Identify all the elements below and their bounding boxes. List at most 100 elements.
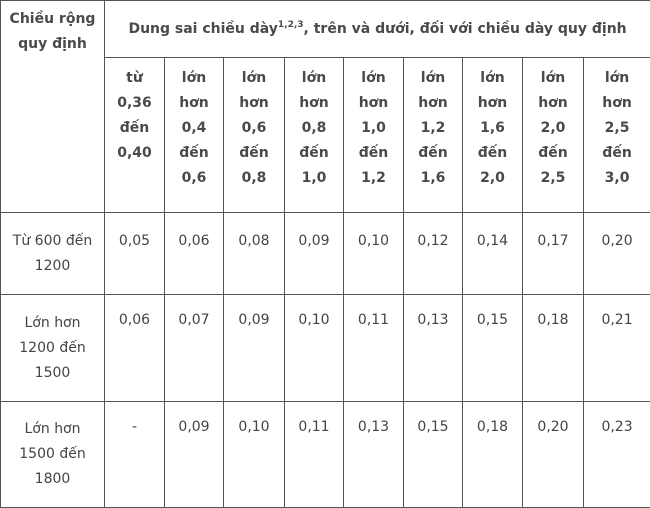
thickness-range-line: lớn	[181, 70, 207, 86]
tolerance-header-prefix: Dung sai chiều dày	[128, 20, 278, 37]
table-row: Lớn hơn 1500 đến 1800 -0,09 0,10 0,11 0,13 0,15…	[0, 401, 650, 508]
tolerance-value-cell: 0,05	[104, 212, 165, 295]
tolerance-value-cell: 0,10	[223, 401, 285, 508]
width-range-line: Lớn hơn	[24, 421, 81, 437]
thickness-range-line: lớn	[301, 70, 327, 86]
tolerance-value-cell: 0,11	[284, 401, 344, 508]
thickness-range-line: 0,6	[181, 170, 207, 186]
tolerance-value-cell: 0,08	[223, 212, 285, 295]
thickness-range-line: 0,36	[117, 95, 152, 111]
width-range-line: 1200	[34, 257, 71, 274]
thickness-range-line: lớn	[361, 70, 386, 86]
thickness-range-line: lớn	[540, 70, 566, 86]
thickness-range-line: 3,0	[604, 170, 630, 186]
thickness-range-line: 0,8	[301, 120, 327, 136]
tolerance-value-cell: 0,09	[164, 401, 224, 508]
width-header: Chiều rộng quy định	[0, 0, 105, 213]
thickness-range-line: hơn	[602, 95, 632, 111]
tolerance-group-header: Dung sai chiều dày1,2,3, trên và dưới, đ…	[103, 0, 650, 58]
thickness-range-line: hơn	[239, 95, 269, 111]
width-range-line: 1800	[34, 471, 71, 487]
width-range-line: Từ 600 đến	[12, 232, 93, 249]
thickness-range-line: đến	[239, 145, 269, 161]
thickness-range-line: 1,6	[480, 120, 505, 136]
width-range-line: Lớn hơn	[24, 314, 81, 331]
thickness-range-line: 1,2	[361, 170, 386, 186]
tolerance-value-cell: 0,09	[223, 294, 285, 402]
tolerance-value-cell: 0,18	[462, 401, 523, 508]
footnote-refs: 1,2,3	[277, 19, 304, 30]
thickness-range-line: 2,0	[540, 120, 566, 136]
thickness-range-header: lớn hơn 2,0 đến 2,5	[522, 57, 584, 213]
thickness-range-line: đến	[477, 145, 508, 161]
thickness-range-line: đến	[358, 145, 389, 161]
thickness-range-line: đến	[299, 145, 329, 161]
tolerance-value-cell: 0,14	[462, 212, 523, 295]
thickness-range-line: đến	[179, 145, 209, 161]
thickness-range-line: từ	[126, 70, 143, 86]
tolerance-value-cell: 0,09	[284, 212, 344, 295]
tolerance-header-suffix: , trên và dưới, đối với chiều dày quy đị…	[303, 20, 627, 37]
header-row-top: Chiều rộng quy định Dung sai chiều dày1,…	[0, 0, 650, 213]
thickness-range-line: hơn	[477, 95, 508, 111]
thickness-range-line: 0,4	[181, 120, 207, 136]
tolerance-value-cell: 0,11	[343, 294, 404, 402]
tolerance-value-cell: 0,06	[164, 212, 224, 295]
tolerance-value-cell: 0,17	[522, 212, 584, 295]
width-range-line: 1500	[34, 364, 71, 381]
width-range-cell: Lớn hơn 1200 đến 1500	[0, 294, 105, 402]
thickness-range-line: 0,6	[241, 120, 267, 136]
thickness-range-line: 2,0	[480, 170, 505, 186]
thickness-range-header: lớn hơn 0,4 đến 0,6	[164, 57, 224, 213]
thickness-range-line: lớn	[480, 70, 505, 86]
thickness-range-line: hơn	[538, 95, 568, 111]
tolerance-value-cell: 0,10	[343, 212, 404, 295]
thickness-range-line: hơn	[418, 95, 448, 111]
tolerance-value-cell: 0,20	[582, 212, 650, 295]
thickness-range-line: lớn	[604, 70, 630, 86]
thickness-range-line: hơn	[179, 95, 209, 111]
thickness-range-line: đến	[418, 145, 448, 161]
width-header-line: Chiều rộng	[9, 11, 96, 27]
tolerance-value-cell: 0,13	[403, 294, 463, 402]
tolerance-value-cell: 0,06	[104, 294, 165, 402]
tolerance-value-cell: 0,10	[284, 294, 344, 402]
tolerance-value-cell: 0,23	[582, 401, 650, 508]
tolerance-value-cell: 0,12	[403, 212, 463, 295]
thickness-range-header: từ 0,36 đến 0,40	[104, 57, 165, 213]
tolerance-value-cell: -	[104, 401, 165, 508]
tolerance-value-cell: 0,13	[343, 401, 404, 508]
width-header-line: quy định	[18, 36, 87, 52]
thickness-range-header: lớn hơn 1,2 đến 1,6	[403, 57, 463, 213]
width-range-line: 1500 đến	[19, 446, 86, 462]
table-row: Từ 600 đến 1200 0,05 0,06 0,08 0,09 0,10 0,12 0,…	[0, 212, 650, 295]
thickness-range-line: đến	[538, 145, 568, 161]
thickness-range-line: hơn	[299, 95, 329, 111]
tolerance-value-cell: 0,15	[462, 294, 523, 402]
thickness-range-line: 0,40	[117, 145, 152, 161]
thickness-range-line: 2,5 đến	[602, 120, 632, 161]
thickness-range-line: lớn	[420, 70, 446, 86]
width-range-cell: Lớn hơn 1500 đến 1800	[0, 401, 105, 508]
thickness-range-line: đến	[119, 120, 150, 136]
thickness-range-header: lớn hơn 2,5 đến 3,0	[582, 57, 650, 213]
thickness-range-header: lớn hơn 0,6 đến 0,8	[223, 57, 285, 213]
width-range-cell: Từ 600 đến 1200	[0, 212, 105, 295]
width-range-line: 1200 đến	[19, 339, 86, 356]
tolerance-value-cell: 0,21	[582, 294, 650, 402]
tolerance-value-cell: 0,15	[403, 401, 463, 508]
thickness-range-header: lớn hơn 0,8 đến 1,0	[284, 57, 344, 213]
thickness-range-line: 1,0	[301, 170, 327, 186]
thickness-range-header: lớn hơn 1,0 đến 1,2	[343, 57, 404, 213]
tolerance-value-cell: 0,18	[522, 294, 584, 402]
tolerance-value-cell: 0,20	[522, 401, 584, 508]
header-row-columns: từ 0,36 đến 0,40 lớn hơn 0,4 đến 0,6 lớn hơn 0,6 đến…	[1, 57, 650, 213]
thickness-range-line: 1,6	[420, 170, 446, 186]
thickness-range-line: 2,5	[540, 170, 566, 186]
thickness-range-line: 1,2	[420, 120, 446, 136]
table-row: Lớn hơn 1200 đến 1500 0,06 0,07 0,09 0,10 0,11 0…	[0, 294, 650, 402]
tolerance-value-cell: 0,07	[164, 294, 224, 402]
thickness-range-line: lớn	[241, 70, 267, 86]
thickness-range-line: 1,0	[361, 120, 386, 136]
